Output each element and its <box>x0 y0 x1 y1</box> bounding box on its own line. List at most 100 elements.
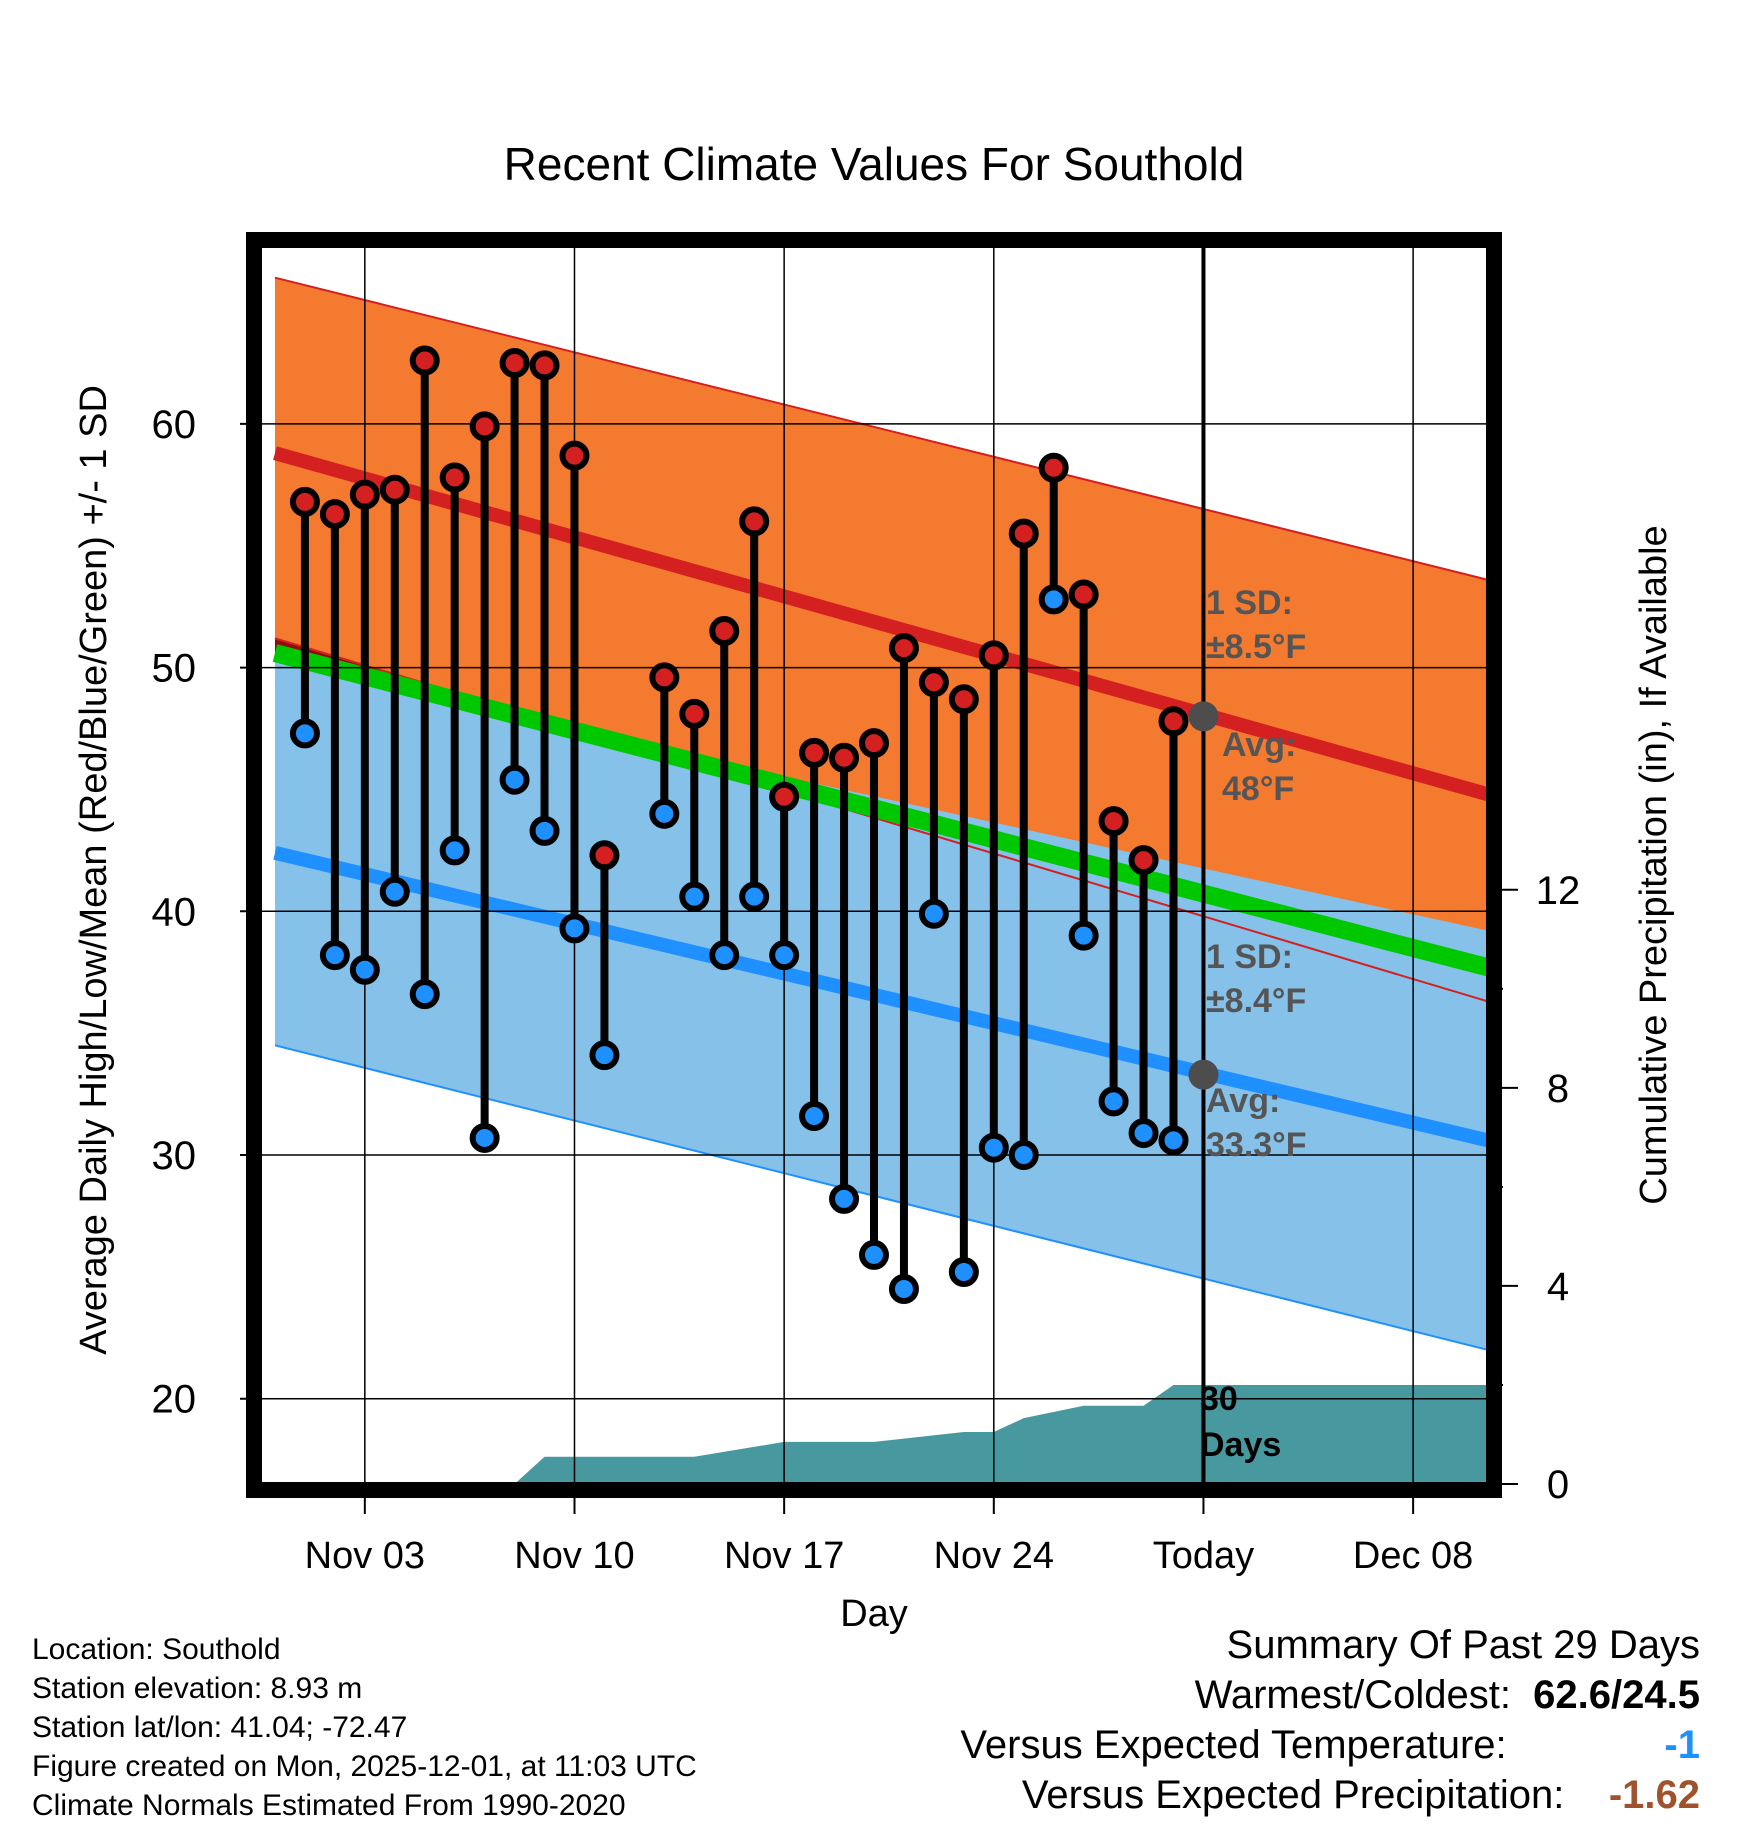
daily-high-point <box>409 345 440 376</box>
daily-low-point <box>349 954 380 985</box>
temperature-row: Versus Expected Temperature: -1 <box>960 1720 1700 1770</box>
daily-high-point <box>559 440 590 471</box>
x-tick-label: Nov 24 <box>934 1535 1054 1577</box>
daily-high-point <box>679 698 710 729</box>
daily-high-point <box>888 633 919 664</box>
elevation-text: Station elevation: 8.93 m <box>32 1672 363 1705</box>
chart-title: Recent Climate Values For Southold <box>504 138 1245 190</box>
y2-tick-label: 4 <box>1547 1265 1569 1309</box>
daily-low-point <box>589 1040 620 1071</box>
temperature-value: -1 <box>1664 1723 1700 1767</box>
daily-low-point <box>409 979 440 1010</box>
daily-low-point <box>679 881 710 912</box>
daily-high-point <box>948 684 979 715</box>
daily-high-point <box>499 347 530 378</box>
daily-low-point <box>1098 1086 1129 1117</box>
daily-low-point <box>739 881 770 912</box>
x-tick-label: Nov 03 <box>305 1535 425 1577</box>
daily-low-point <box>499 764 530 795</box>
daily-high-point <box>439 462 470 493</box>
station-info: Location: Southold Station elevation: 8.… <box>32 1630 697 1825</box>
created-text: Figure created on Mon, 2025-12-01, at 11… <box>32 1750 697 1783</box>
daily-low-point <box>649 798 680 829</box>
daily-high-point <box>859 728 889 759</box>
warmest-value: 62.6/24.5 <box>1533 1673 1700 1717</box>
low-avg-value: 33.3°F <box>1206 1126 1307 1164</box>
precip-days-label-2: Days <box>1200 1426 1281 1464</box>
today-avg-high-marker <box>1188 701 1219 732</box>
plot-area: 1 SD: ±8.5°F Avg: 48°F 1 SD: ±8.4°F Avg: 33.3°F… <box>152 232 1581 1577</box>
daily-high-point <box>589 840 620 871</box>
daily-low-point <box>918 898 949 929</box>
y-tick-label: 60 <box>152 403 197 447</box>
y-tick-label: 50 <box>152 647 197 691</box>
precipitation-value: -1.62 <box>1608 1773 1700 1817</box>
daily-low-point <box>799 1101 830 1132</box>
x-tick-label: Nov 17 <box>724 1535 844 1577</box>
high-avg-value: 48°F <box>1222 770 1294 808</box>
daily-high-point <box>799 737 830 768</box>
low-sd-label: 1 SD: <box>1206 938 1293 976</box>
y-tick-label: 40 <box>152 890 197 934</box>
plot-frame <box>246 232 1502 1498</box>
warmest-label: Warmest/Coldest: <box>1194 1673 1511 1717</box>
y2-tick-label: 12 <box>1536 869 1581 913</box>
daily-low-point <box>439 835 470 866</box>
daily-high-point <box>319 499 350 530</box>
temperature-label: Versus Expected Temperature: <box>960 1723 1507 1767</box>
low-sd-value: ±8.4°F <box>1206 982 1306 1020</box>
daily-low-point <box>1158 1125 1189 1156</box>
daily-low-point <box>529 815 560 846</box>
daily-low-point <box>1068 920 1099 951</box>
daily-low-point <box>769 940 800 971</box>
daily-high-point <box>709 616 740 647</box>
summary-title: Summary Of Past 29 Days <box>1226 1623 1700 1667</box>
low-avg-label: Avg: <box>1206 1082 1280 1120</box>
x-tick-label: Dec 08 <box>1353 1535 1473 1577</box>
daily-low-point <box>709 940 740 971</box>
high-sd-value: ±8.5°F <box>1206 628 1306 666</box>
y2-tick-label: 0 <box>1547 1463 1569 1507</box>
daily-high-point <box>289 486 320 517</box>
daily-low-point <box>289 718 320 749</box>
precipitation-label: Versus Expected Precipitation: <box>1021 1773 1565 1817</box>
daily-high-point <box>739 506 770 537</box>
y-tick-label: 20 <box>152 1378 197 1422</box>
daily-high-point <box>469 411 500 442</box>
daily-low-point <box>1038 584 1069 615</box>
low-lower-line <box>274 1044 1489 1351</box>
high-upper-line <box>274 276 1489 581</box>
daily-high-point <box>1038 452 1069 483</box>
daily-low-point <box>859 1239 889 1270</box>
daily-low-point <box>978 1132 1009 1163</box>
today-avg-low-marker <box>1188 1059 1219 1090</box>
daily-high-point <box>529 350 560 381</box>
low-avg-line <box>273 846 1490 1148</box>
daily-high-point <box>1158 706 1189 737</box>
location-text: Location: Southold <box>32 1633 281 1666</box>
daily-low-point <box>1128 1118 1159 1149</box>
daily-high-point <box>349 479 380 510</box>
high-avg-label: Avg: <box>1222 726 1296 764</box>
x-tick-label: Today <box>1153 1535 1254 1577</box>
daily-high-point <box>1008 518 1039 549</box>
daily-low-point <box>469 1122 500 1153</box>
daily-low-point <box>829 1183 860 1214</box>
mean-avg-line <box>272 644 1491 977</box>
normals-text: Climate Normals Estimated From 1990-2020 <box>32 1789 626 1822</box>
daily-low-point <box>319 940 350 971</box>
daily-low-point <box>1008 1140 1039 1171</box>
daily-low-point <box>948 1256 979 1287</box>
summary-panel: Summary Of Past 29 Days Warmest/Coldest:… <box>960 1620 1700 1820</box>
precipitation-row: Versus Expected Precipitation: -1.62 <box>960 1770 1700 1820</box>
y2-tick-label: 8 <box>1547 1067 1569 1111</box>
high-sd-label: 1 SD: <box>1206 584 1293 622</box>
daily-high-point <box>918 667 949 698</box>
daily-high-point <box>1128 845 1159 876</box>
warmest-coldest-row: Warmest/Coldest: 62.6/24.5 <box>960 1670 1700 1720</box>
y-axis-label: Average Daily High/Low/Mean (Red/Blue/Gr… <box>73 385 115 1355</box>
latlon-text: Station lat/lon: 41.04; -72.47 <box>32 1711 408 1744</box>
y2-axis-label: Cumulative Precipitation (in), If Availa… <box>1633 525 1675 1204</box>
daily-high-point <box>1068 579 1099 610</box>
